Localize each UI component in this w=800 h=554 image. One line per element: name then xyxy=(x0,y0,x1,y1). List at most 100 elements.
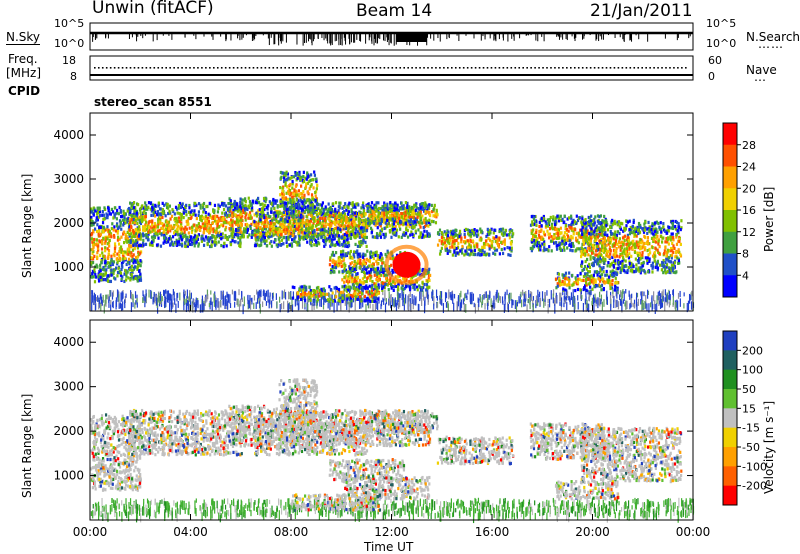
power-echo-cell xyxy=(153,221,157,226)
power-echo-cell xyxy=(342,239,346,243)
power-ground-scatter xyxy=(626,301,628,309)
power-echo-cell xyxy=(116,238,120,242)
power-echo-cell xyxy=(107,240,111,245)
power-echo-cell xyxy=(345,234,349,238)
power-ground-scatter xyxy=(658,295,660,301)
power-echo-cell xyxy=(246,207,249,212)
power-echo-cell xyxy=(295,194,298,198)
power-echo-cell xyxy=(391,254,394,258)
power-ground-scatter xyxy=(171,300,173,310)
power-echo-cell xyxy=(161,215,164,220)
power-ground-scatter xyxy=(109,290,111,298)
power-echo-cell xyxy=(100,261,103,265)
power-echo-cell xyxy=(112,216,115,220)
power-echo-cell xyxy=(128,232,131,236)
power-ground-scatter xyxy=(629,294,631,300)
power-ground-scatter xyxy=(301,299,304,309)
power-echo-cell xyxy=(263,225,266,229)
power-ground-scatter xyxy=(240,298,242,307)
power-echo-cell xyxy=(354,261,357,266)
power-ground-scatter xyxy=(568,295,570,301)
power-echo-cell xyxy=(200,237,203,241)
power-echo-cell xyxy=(293,219,296,223)
power-echo-cell xyxy=(253,228,256,232)
power-echo-cell xyxy=(179,205,183,210)
power-echo-cell xyxy=(114,245,117,249)
power-echo-cell xyxy=(215,230,218,235)
power-echo-cell xyxy=(222,221,225,225)
power-echo-cell xyxy=(307,192,310,196)
power-ground-scatter xyxy=(328,293,330,299)
nave-dot xyxy=(296,67,298,69)
power-ground-scatter xyxy=(390,300,392,309)
power-echo-cell xyxy=(346,204,349,209)
power-echo-cell xyxy=(293,200,296,204)
power-echo-cell xyxy=(307,222,310,226)
power-ground-scatter xyxy=(523,299,525,307)
power-ground-scatter xyxy=(255,302,257,309)
power-ground-scatter xyxy=(317,292,319,300)
nave-dot xyxy=(332,67,334,69)
power-ground-scatter xyxy=(463,302,465,313)
power-echo-cell xyxy=(337,236,341,240)
power-echo-cell xyxy=(256,224,259,228)
power-echo-cell xyxy=(308,206,311,210)
power-echo-cell xyxy=(125,252,128,256)
power-echo-cell xyxy=(390,227,393,232)
power-echo-cell xyxy=(131,268,134,272)
power-echo-cell xyxy=(177,233,180,237)
power-ground-scatter xyxy=(677,292,680,299)
power-ground-scatter xyxy=(210,290,212,295)
power-echo-cell xyxy=(298,243,301,247)
power-echo-cell xyxy=(322,219,325,223)
power-echo-cell xyxy=(229,209,232,213)
power-echo-cell xyxy=(96,255,99,259)
power-echo-cell xyxy=(302,232,305,236)
power-echo-cell xyxy=(108,231,111,236)
power-ground-scatter xyxy=(351,298,353,308)
power-echo-cell xyxy=(245,205,248,209)
power-ground-scatter xyxy=(249,300,252,310)
power-echo-cell xyxy=(333,262,336,266)
power-echo-cell xyxy=(246,235,249,239)
power-echo-cell xyxy=(203,224,206,228)
power-echo-cell xyxy=(143,208,146,212)
power-ground-scatter xyxy=(617,289,619,295)
power-echo-cell xyxy=(342,257,346,261)
power-echo-cell xyxy=(120,227,123,231)
power-echo-cell xyxy=(373,203,376,207)
power-ground-scatter xyxy=(515,302,518,313)
power-echo-cell xyxy=(341,222,344,226)
power-echo-cell xyxy=(144,223,147,227)
power-ground-scatter xyxy=(306,302,308,312)
power-echo-cell xyxy=(212,209,215,213)
power-echo-cell xyxy=(298,203,301,207)
power-echo-cell xyxy=(317,240,320,245)
power-ground-scatter xyxy=(642,302,644,309)
power-echo-cell xyxy=(139,259,142,263)
power-echo-cell xyxy=(284,196,287,200)
power-echo-cell xyxy=(100,259,103,263)
power-echo-cell xyxy=(263,222,267,226)
power-echo-cell xyxy=(97,244,100,248)
power-echo-cell xyxy=(150,243,153,247)
power-echo-cell xyxy=(279,170,282,175)
power-echo-cell xyxy=(216,214,219,219)
power-ground-scatter xyxy=(112,290,114,297)
power-echo-cell xyxy=(353,219,356,223)
power-ground-scatter xyxy=(287,304,289,310)
power-echo-cell xyxy=(170,224,173,228)
power-echo-cell xyxy=(241,219,244,223)
power-echo-cell xyxy=(342,237,346,241)
power-ground-scatter xyxy=(251,297,253,305)
power-ground-scatter xyxy=(265,290,268,297)
power-echo-cell xyxy=(134,218,137,223)
power-echo-cell xyxy=(130,245,133,249)
power-ground-scatter xyxy=(226,291,228,298)
nave-dot xyxy=(193,67,195,69)
power-echo-cell xyxy=(342,217,346,221)
power-echo-cell xyxy=(281,219,284,223)
power-echo-cell xyxy=(414,229,417,233)
power-echo-cell xyxy=(310,228,314,232)
power-echo-cell xyxy=(338,257,342,262)
